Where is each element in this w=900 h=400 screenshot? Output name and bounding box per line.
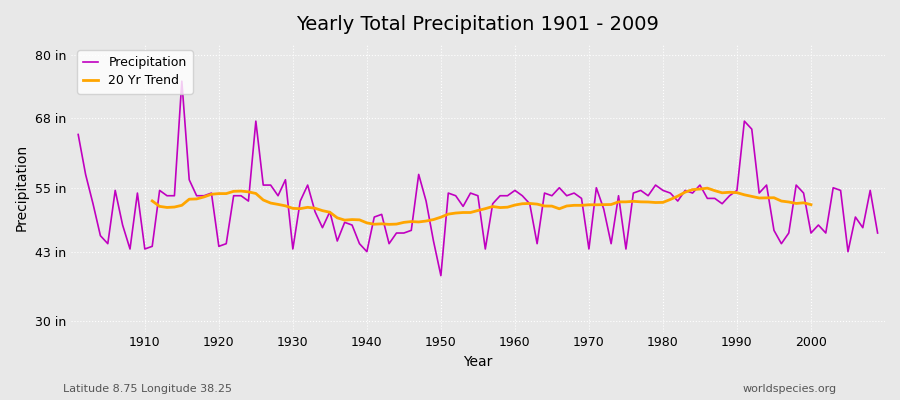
20 Yr Trend [791,201,802,206]
Precipitation [517,193,527,198]
Line: 20 Yr Trend: 20 Yr Trend [152,188,811,224]
Precipitation [302,183,313,188]
20 Yr Trend [724,190,735,195]
Precipitation [525,201,535,206]
Legend: Precipitation, 20 Yr Trend: Precipitation, 20 Yr Trend [77,50,193,94]
20 Yr Trend [806,202,816,207]
Precipitation [346,223,357,228]
Precipitation [73,132,84,137]
Y-axis label: Precipitation: Precipitation [15,144,29,231]
20 Yr Trend [613,200,624,204]
Precipitation [132,191,143,196]
Text: Latitude 8.75 Longitude 38.25: Latitude 8.75 Longitude 38.25 [63,384,232,394]
Precipitation [872,231,883,236]
Line: Precipitation: Precipitation [78,81,878,276]
X-axis label: Year: Year [464,355,492,369]
20 Yr Trend [702,186,713,190]
Precipitation [176,79,187,84]
Precipitation [436,273,446,278]
20 Yr Trend [346,217,357,222]
20 Yr Trend [383,222,394,227]
Title: Yearly Total Precipitation 1901 - 2009: Yearly Total Precipitation 1901 - 2009 [296,15,660,34]
20 Yr Trend [709,188,720,193]
Precipitation [613,193,624,198]
20 Yr Trend [236,189,247,194]
Text: worldspecies.org: worldspecies.org [742,384,837,394]
20 Yr Trend [147,198,158,203]
